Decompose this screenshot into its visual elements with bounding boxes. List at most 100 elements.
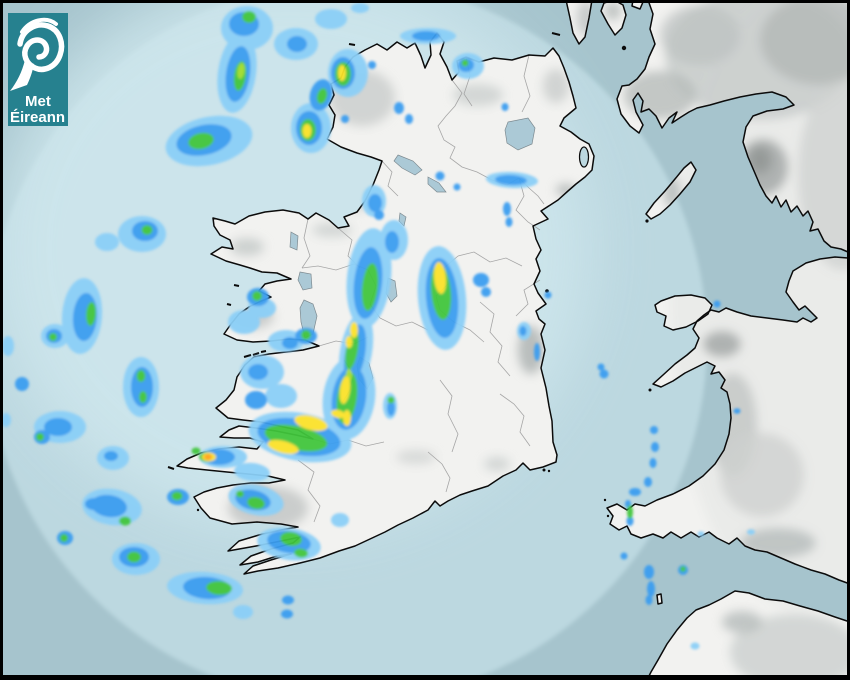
lough-erne-upper — [427, 176, 447, 193]
precip-cell-moderate — [495, 174, 527, 186]
precip-cell-intense — [294, 415, 328, 431]
precip-cell-light — [351, 3, 369, 13]
precip-cell-light — [233, 605, 253, 619]
precip-cell-light — [234, 462, 270, 482]
precip-cell-heavy — [361, 263, 379, 311]
precip-cell-heavy — [171, 491, 183, 501]
precip-cell-light — [228, 310, 260, 334]
precip-cell-moderate — [394, 102, 404, 114]
precip-cell-moderate — [405, 114, 413, 124]
precip-cell-moderate — [44, 418, 72, 436]
precip-cell-moderate — [385, 231, 399, 253]
precip-cell-moderate — [599, 369, 609, 379]
precip-cell-light — [2, 336, 14, 356]
precip-cell-heavy — [316, 88, 328, 104]
precip-cell-heavy — [136, 370, 146, 382]
precip-cell-light — [690, 642, 700, 650]
precip-cell-moderate — [245, 391, 267, 409]
precip-cell-moderate — [645, 595, 653, 605]
lough-conn — [289, 231, 299, 251]
precip-cell-heavy — [119, 516, 131, 526]
precip-cell-moderate — [281, 609, 293, 619]
precip-cell-heavy — [280, 531, 302, 547]
precip-cell-moderate — [248, 364, 268, 380]
precip-cell-heavy — [252, 291, 262, 301]
precip-cell-moderate — [620, 552, 628, 560]
precip-cell-moderate — [374, 210, 384, 220]
strangford-lough — [578, 146, 590, 168]
precip-cell-moderate — [501, 103, 509, 111]
precip-cell-moderate — [104, 451, 118, 461]
precip-cell-moderate — [626, 516, 634, 526]
precip-cell-heavy — [301, 330, 311, 340]
precip-cell-moderate — [649, 458, 657, 468]
precip-cell-intense — [338, 65, 346, 81]
precip-cell-light — [315, 9, 347, 29]
precip-cell-moderate — [473, 273, 489, 287]
precip-cell-moderate — [282, 595, 294, 605]
precip-cell-moderate — [85, 498, 103, 510]
precip-cell-intense — [343, 410, 351, 426]
precipitation-layer — [1, 3, 755, 650]
precip-cell-light — [95, 233, 119, 251]
precip-cell-moderate — [282, 337, 298, 349]
precip-cell-heavy — [247, 496, 265, 510]
precip-cell-moderate — [629, 488, 641, 496]
precip-cell-heavy — [60, 534, 68, 542]
precip-cell-moderate — [505, 217, 513, 227]
precip-cell-moderate — [435, 171, 445, 181]
precip-cell-moderate — [650, 426, 658, 434]
precip-cell-heavy — [242, 11, 256, 23]
lough-erne-lower — [393, 154, 423, 176]
precip-cell-light — [1, 413, 11, 427]
precip-cell-moderate — [503, 202, 511, 216]
precip-cell-moderate — [412, 31, 440, 41]
precip-cell-light — [331, 513, 349, 527]
precip-cell-moderate — [387, 400, 395, 416]
precip-cell-moderate — [647, 581, 655, 597]
precip-cell-heavy — [36, 433, 44, 441]
precip-cell-heavy — [294, 548, 308, 558]
precip-cell-heavy — [387, 396, 395, 404]
precip-cell-intense — [339, 376, 351, 404]
image-frame-bottom — [0, 675, 850, 680]
precip-cell-moderate — [733, 408, 741, 414]
met-eireann-logo: Met Éireann — [8, 13, 68, 126]
precip-cell-heavy — [49, 333, 57, 341]
small-islands — [167, 32, 652, 518]
precip-cell-heavy — [191, 447, 201, 455]
precip-cell-extreme — [204, 454, 212, 460]
precip-cell-heavy — [85, 302, 97, 326]
precip-cell-intense — [331, 409, 345, 419]
precip-cell-light — [697, 531, 705, 537]
precip-cell-moderate — [544, 291, 552, 299]
met-eireann-swirl-icon — [10, 17, 65, 91]
precip-cell-heavy — [236, 490, 244, 498]
precip-cell-moderate — [453, 183, 461, 191]
lough-mask — [297, 271, 313, 291]
precip-cell-moderate — [368, 194, 382, 212]
precip-cell-moderate — [651, 442, 659, 452]
precip-cell-heavy — [141, 225, 153, 235]
precip-cell-moderate — [534, 343, 540, 361]
precip-cell-intense — [350, 322, 358, 338]
precip-cell-intense — [345, 336, 353, 348]
lough-neagh — [504, 117, 536, 151]
logo-text-line1: Met — [25, 93, 51, 110]
precip-cell-heavy — [206, 580, 232, 596]
precip-cell-heavy — [680, 566, 686, 572]
precip-cell-moderate — [368, 61, 376, 69]
precip-cell-intense — [267, 440, 299, 454]
precip-cell-light — [747, 529, 755, 535]
precip-cell-moderate — [644, 477, 652, 487]
precip-cell-heavy — [127, 551, 141, 563]
precip-cell-moderate — [341, 115, 349, 123]
logo-text-line2: Éireann — [10, 109, 65, 126]
precip-cell-heavy — [627, 505, 633, 519]
precip-cell-moderate — [287, 36, 307, 52]
precip-cell-heavy — [461, 59, 469, 67]
precip-cell-very-heavy — [237, 63, 245, 79]
precip-cell-moderate — [15, 377, 29, 391]
